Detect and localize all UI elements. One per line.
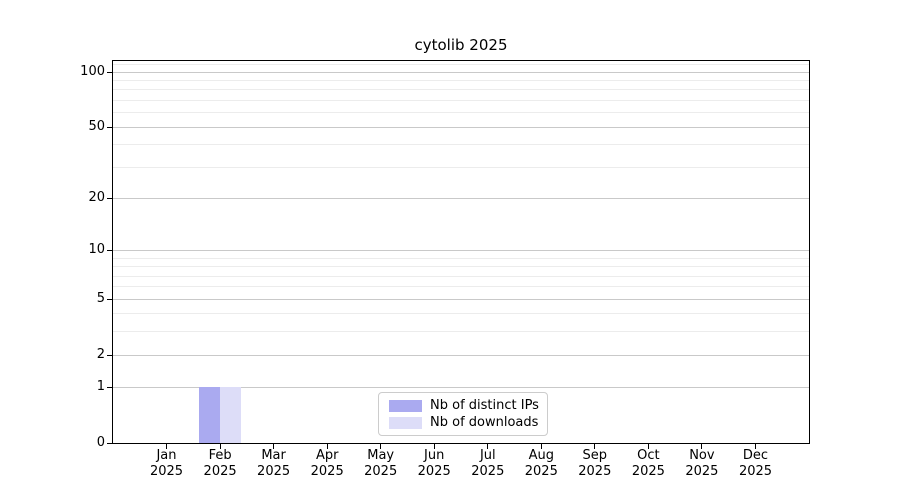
legend-row-downloads: Nb of downloads <box>389 414 539 431</box>
x-tick-label: Feb 2025 <box>203 448 237 479</box>
y-axis-tick <box>107 354 112 356</box>
major-gridline <box>113 71 809 73</box>
y-axis-tick <box>107 250 112 251</box>
minor-gridline <box>113 63 809 65</box>
y-axis-tick <box>107 387 112 389</box>
chart-title: cytolib 2025 <box>414 36 508 54</box>
x-axis-tick <box>487 444 489 449</box>
y-tick-label: 1 <box>96 379 105 395</box>
minor-gridline <box>113 275 809 277</box>
minor-gridline <box>113 112 809 113</box>
x-axis-tick <box>326 444 328 449</box>
major-gridline <box>113 250 809 251</box>
x-axis-tick <box>647 444 649 449</box>
minor-gridline <box>113 266 809 268</box>
x-tick-label: Dec 2025 <box>738 448 773 479</box>
minor-gridline <box>113 286 809 288</box>
legend-label-downloads: Nb of downloads <box>430 415 539 430</box>
downloads-swatch <box>389 416 422 429</box>
legend-row-distinct-ips: Nb of distinct IPs <box>389 397 539 414</box>
y-tick-label: 2 <box>96 346 105 362</box>
y-tick-label: 20 <box>88 189 105 205</box>
minor-gridline <box>113 257 809 259</box>
minor-gridline <box>113 166 809 168</box>
x-axis-tick <box>594 444 596 449</box>
x-tick-label: Jul 2025 <box>471 448 505 479</box>
x-tick-label: Apr 2025 <box>310 448 344 479</box>
x-axis-tick <box>219 444 221 449</box>
minor-gridline <box>113 144 809 145</box>
x-axis-tick <box>755 444 756 449</box>
x-tick-label: Jun 2025 <box>417 448 451 479</box>
x-axis-tick <box>380 444 382 449</box>
x-axis-tick <box>701 444 703 449</box>
y-tick-label: 5 <box>96 290 105 306</box>
distinct-ips-swatch <box>389 399 422 412</box>
x-axis-tick <box>166 444 167 449</box>
y-axis-tick <box>107 126 112 128</box>
x-axis-tick <box>540 444 542 449</box>
x-tick-label: Nov 2025 <box>685 448 719 479</box>
legend: Nb of distinct IPs Nb of downloads <box>378 392 548 436</box>
x-tick-label: Oct 2025 <box>631 448 665 479</box>
minor-gridline <box>113 79 809 81</box>
major-gridline <box>113 387 809 389</box>
x-tick-label: Aug 2025 <box>524 448 558 479</box>
minor-gridline <box>113 89 809 91</box>
bar-distinct-ips <box>199 387 221 443</box>
major-gridline <box>113 354 809 356</box>
x-axis-tick <box>433 444 435 449</box>
y-tick-label: 50 <box>88 118 105 134</box>
major-gridline <box>113 126 809 128</box>
x-tick-label: Jan 2025 <box>149 448 184 479</box>
plot-area <box>112 60 810 444</box>
y-axis-tick <box>107 197 112 199</box>
x-tick-label: May 2025 <box>364 448 398 479</box>
y-tick-label: 100 <box>80 63 105 79</box>
y-tick-label: 10 <box>88 242 105 257</box>
y-axis-tick <box>107 298 112 300</box>
y-axis-tick <box>107 71 112 73</box>
major-gridline <box>113 298 809 300</box>
minor-gridline <box>113 331 809 333</box>
x-axis-tick <box>273 444 275 449</box>
legend-label-distinct-ips: Nb of distinct IPs <box>430 398 539 413</box>
x-tick-label: Sep 2025 <box>578 448 612 479</box>
minor-gridline <box>113 99 809 101</box>
major-gridline <box>113 197 809 199</box>
x-tick-label: Mar 2025 <box>257 448 291 479</box>
bar-downloads <box>220 387 242 443</box>
y-tick-label: 0 <box>96 435 105 450</box>
y-axis-tick <box>107 443 112 444</box>
minor-gridline <box>113 313 809 315</box>
